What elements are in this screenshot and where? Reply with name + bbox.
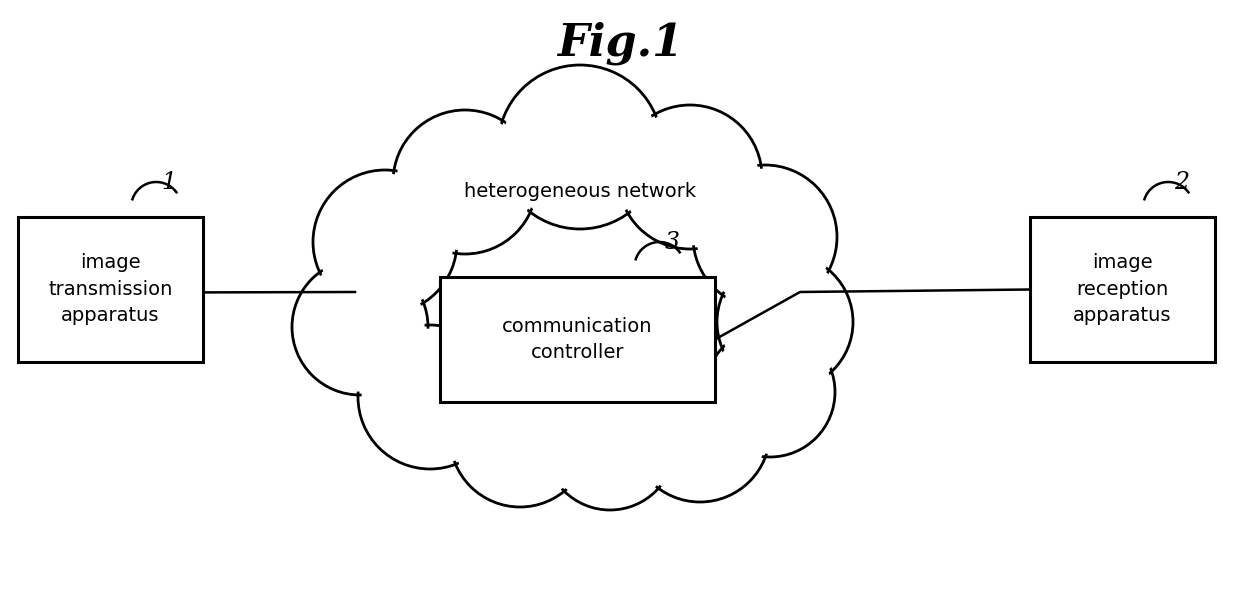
Circle shape — [317, 174, 453, 310]
FancyBboxPatch shape — [1030, 217, 1215, 362]
FancyBboxPatch shape — [19, 217, 203, 362]
Circle shape — [397, 114, 533, 250]
Circle shape — [722, 258, 849, 386]
Circle shape — [498, 65, 662, 229]
Circle shape — [618, 105, 763, 249]
Circle shape — [296, 263, 424, 391]
Circle shape — [450, 367, 590, 507]
Circle shape — [693, 165, 837, 309]
Circle shape — [312, 170, 458, 314]
Circle shape — [549, 384, 671, 506]
Circle shape — [503, 70, 657, 224]
FancyBboxPatch shape — [440, 277, 715, 402]
Text: image
reception
apparatus: image reception apparatus — [1074, 254, 1172, 325]
Text: 1: 1 — [161, 171, 176, 194]
Circle shape — [706, 327, 835, 457]
Circle shape — [362, 330, 497, 464]
Circle shape — [697, 170, 833, 304]
Circle shape — [622, 109, 758, 245]
Text: 2: 2 — [1174, 171, 1189, 194]
Text: heterogeneous network: heterogeneous network — [464, 183, 696, 202]
Circle shape — [358, 325, 502, 469]
Circle shape — [454, 371, 585, 503]
Circle shape — [630, 362, 770, 502]
Circle shape — [709, 331, 831, 453]
Circle shape — [291, 259, 428, 395]
Circle shape — [546, 380, 675, 510]
Text: communication
controller: communication controller — [502, 317, 652, 362]
Text: 3: 3 — [665, 231, 680, 254]
Circle shape — [717, 254, 853, 390]
Circle shape — [393, 110, 537, 254]
Text: image
transmission
apparatus: image transmission apparatus — [48, 254, 172, 325]
Text: Fig.1: Fig.1 — [557, 22, 683, 66]
Circle shape — [634, 366, 766, 498]
